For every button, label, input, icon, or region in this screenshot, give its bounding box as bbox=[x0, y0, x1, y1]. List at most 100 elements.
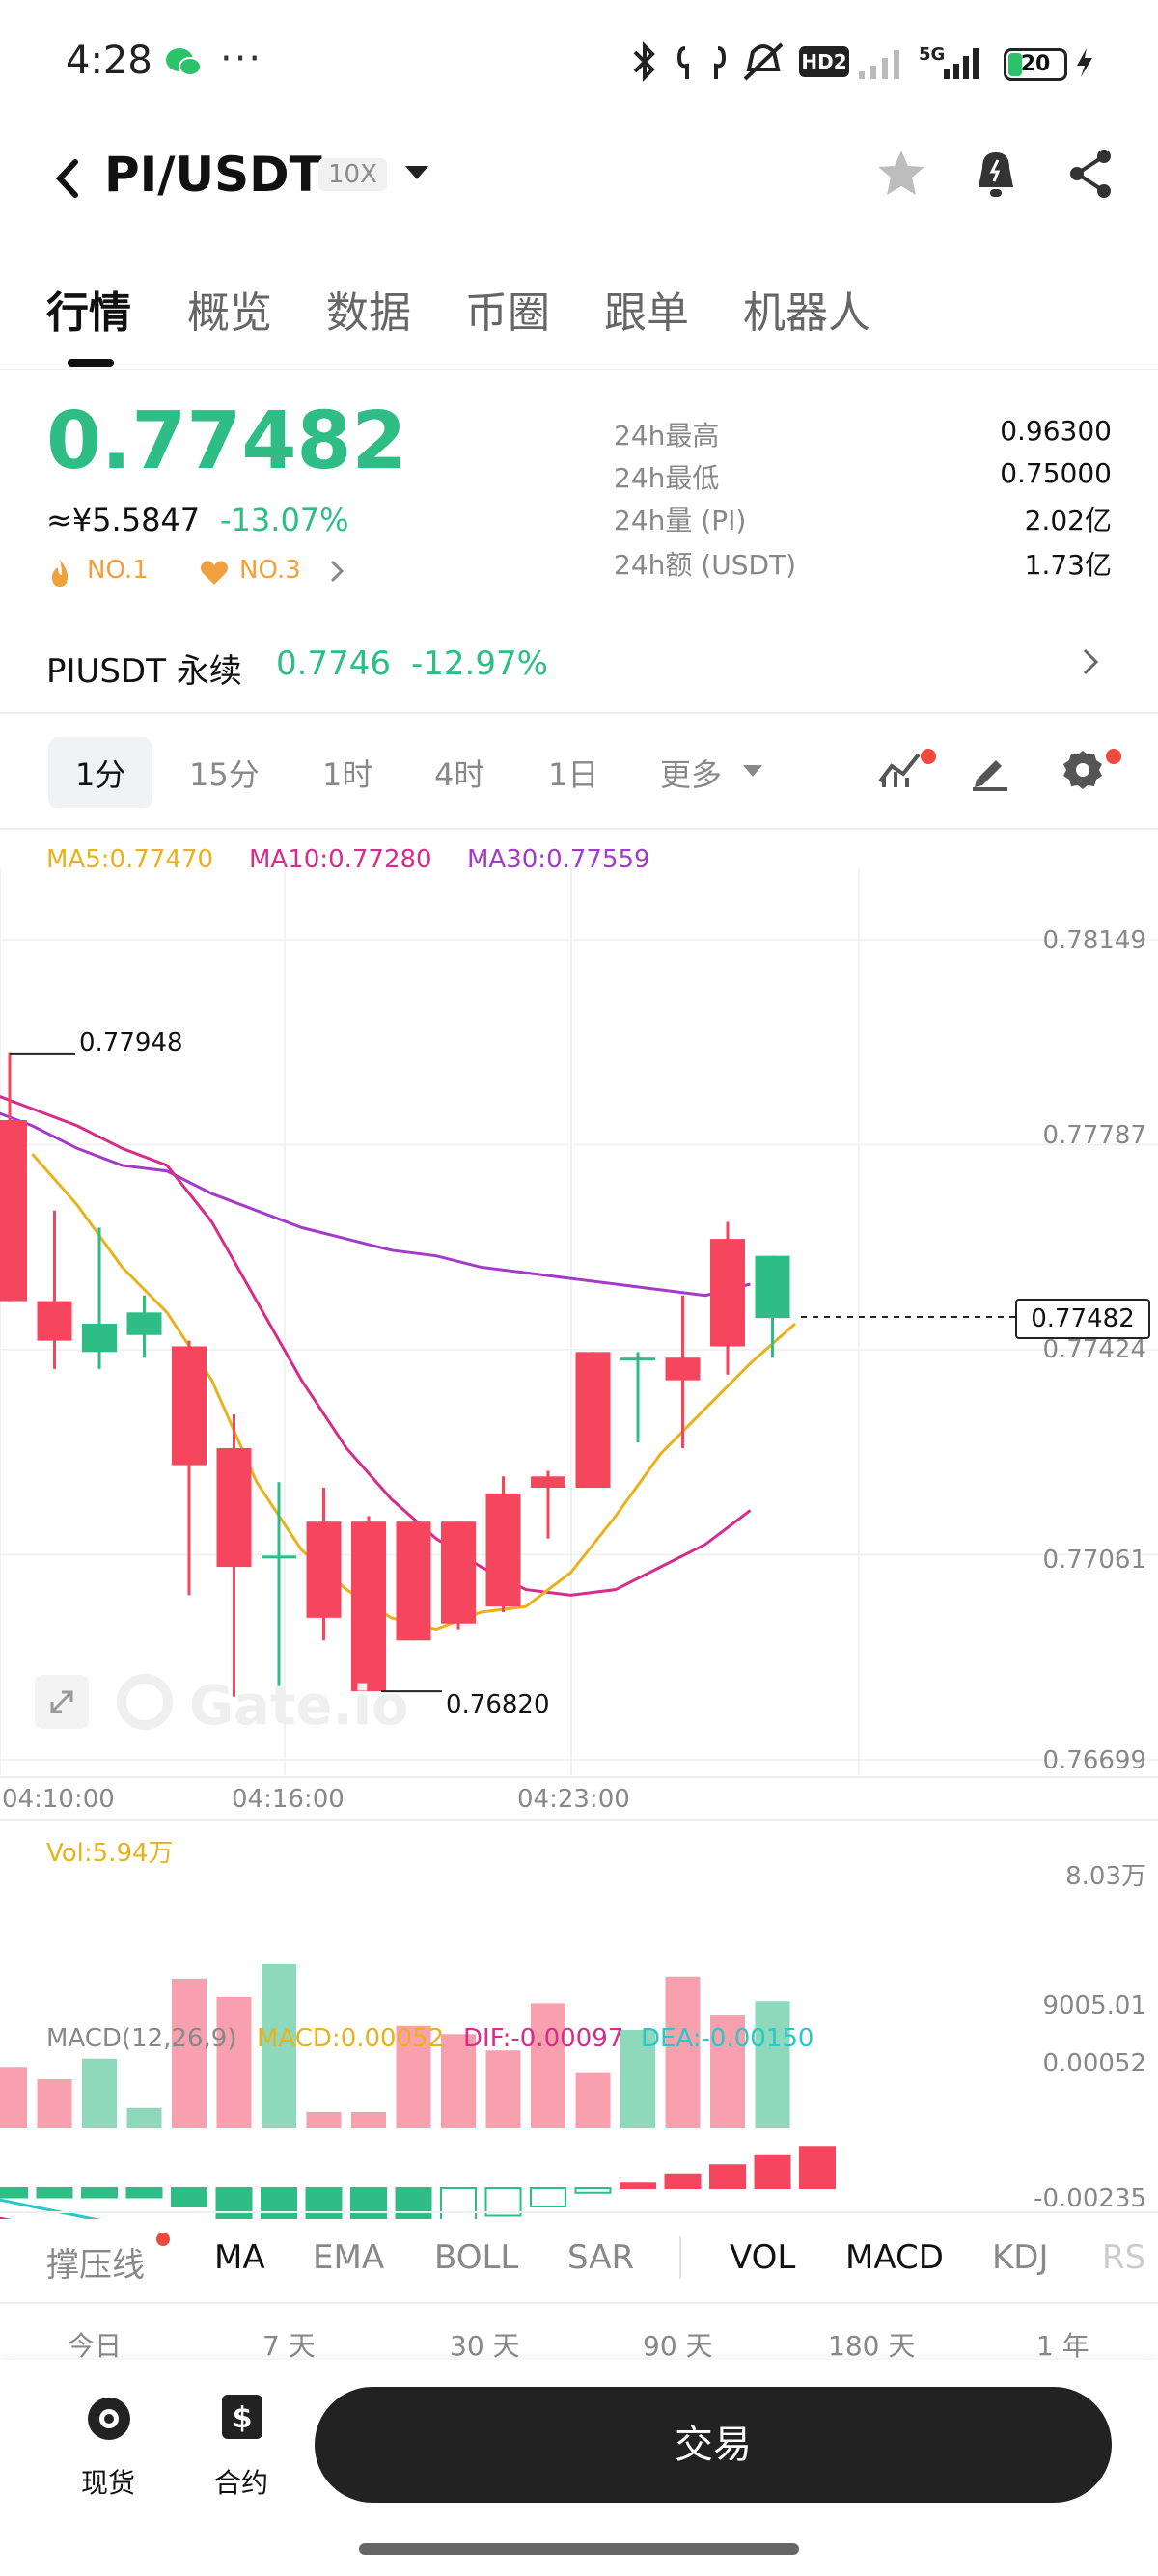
back-button[interactable] bbox=[48, 154, 87, 215]
spot-label[interactable]: 现货 bbox=[81, 2467, 136, 2499]
svg-text:$: $ bbox=[233, 2401, 253, 2435]
volume-bar bbox=[216, 1997, 252, 2128]
active-tab-indicator bbox=[68, 359, 114, 367]
macd-histogram-bar bbox=[664, 2173, 702, 2189]
candle-body bbox=[351, 1521, 386, 1692]
macd-histogram-bar bbox=[125, 2187, 163, 2199]
contract-icon[interactable]: $ bbox=[218, 2391, 266, 2447]
macd-histogram-bar bbox=[171, 2187, 207, 2207]
status-bar: 4:28 ··· HD2 5G 20 bbox=[0, 0, 1158, 125]
range-180d[interactable]: 180 天 bbox=[828, 2330, 916, 2362]
macd-histogram-bar bbox=[440, 2187, 477, 2219]
indicator-kdj[interactable]: KDJ bbox=[992, 2238, 1049, 2277]
contract-label[interactable]: 合约 bbox=[214, 2467, 269, 2499]
candle-body bbox=[396, 1521, 431, 1641]
chevron-down-icon[interactable] bbox=[743, 765, 762, 777]
tab-overview[interactable]: 概览 bbox=[187, 288, 272, 338]
macd-histogram-bar bbox=[0, 2187, 28, 2199]
rank-badge-1[interactable]: NO.1 bbox=[87, 556, 149, 585]
time-tick: 04:10:00 bbox=[2, 1785, 115, 1814]
stat-value: 2.02亿 bbox=[1024, 505, 1112, 536]
tab-data[interactable]: 数据 bbox=[326, 288, 411, 338]
timeframe-15m[interactable]: 15分 bbox=[189, 756, 260, 793]
candle-body bbox=[485, 1493, 521, 1607]
volume-bar bbox=[262, 1964, 296, 2128]
pair-title[interactable]: PI/USDT bbox=[104, 147, 322, 203]
indicator-macd[interactable]: MACD bbox=[845, 2238, 944, 2277]
chevron-right-icon[interactable] bbox=[328, 558, 345, 589]
indicator-vol[interactable]: VOL bbox=[730, 2238, 796, 2277]
mute-icon bbox=[739, 41, 787, 87]
chevron-down-icon[interactable] bbox=[405, 166, 428, 179]
indicator-sar[interactable]: SAR bbox=[567, 2238, 635, 2277]
status-time: 4:28 bbox=[66, 39, 152, 83]
stat-label: 24h量 (PI) bbox=[614, 505, 747, 536]
indicator-ema[interactable]: EMA bbox=[313, 2238, 385, 2277]
macd-axis-tick: -0.00235 bbox=[1034, 2184, 1146, 2213]
range-7d[interactable]: 7 天 bbox=[262, 2330, 316, 2362]
tab-market[interactable]: 行情 bbox=[46, 288, 131, 338]
ma5-legend: MA5:0.77470 bbox=[46, 845, 214, 874]
price-cny: ≈¥5.5847 bbox=[46, 502, 201, 538]
range-today[interactable]: 今日 bbox=[68, 2330, 123, 2362]
heart-rank-icon bbox=[199, 558, 230, 590]
home-indicator bbox=[359, 2543, 799, 2555]
notification-dot bbox=[156, 2233, 170, 2246]
fullscreen-expand-icon[interactable] bbox=[35, 1675, 89, 1729]
tab-copy-trading[interactable]: 跟单 bbox=[604, 288, 689, 338]
indicator-chart-icon[interactable] bbox=[876, 747, 924, 793]
leverage-badge[interactable]: 10X bbox=[318, 158, 387, 191]
divider bbox=[679, 2236, 681, 2279]
last-price: 0.77482 bbox=[46, 396, 407, 487]
spot-icon[interactable] bbox=[85, 2395, 133, 2447]
price-alert-bell-icon[interactable] bbox=[969, 145, 1023, 206]
macd-histogram-bar bbox=[799, 2146, 836, 2189]
draw-pencil-icon[interactable] bbox=[969, 749, 1011, 795]
timeframe-4h[interactable]: 4时 bbox=[434, 756, 485, 793]
indicator-support-resistance[interactable]: 撑压线 bbox=[46, 2246, 145, 2285]
macd-axis-tick: 0.00052 bbox=[1042, 2049, 1146, 2078]
volume-bar bbox=[575, 2072, 611, 2128]
timeframe-1m[interactable]: 1分 bbox=[48, 737, 153, 808]
timeframe-more[interactable]: 更多 bbox=[660, 756, 723, 793]
rank-badge-2[interactable]: NO.3 bbox=[239, 556, 301, 585]
volume-legend: Vol:5.94万 bbox=[46, 1839, 174, 1868]
volume-bar bbox=[306, 2112, 342, 2128]
candle-body bbox=[126, 1312, 162, 1335]
volume-bar bbox=[172, 1978, 207, 2128]
volume-bar bbox=[755, 2001, 790, 2128]
share-icon[interactable] bbox=[1063, 147, 1117, 205]
divider bbox=[0, 369, 1158, 370]
range-1y[interactable]: 1 年 bbox=[1036, 2330, 1089, 2362]
volume-axis-tick: 9005.01 bbox=[1042, 1991, 1146, 2020]
high-price-label: 0.77948 bbox=[79, 1028, 183, 1057]
chevron-right-icon[interactable] bbox=[1079, 643, 1102, 691]
svg-text:5G: 5G bbox=[919, 44, 945, 65]
tab-bots[interactable]: 机器人 bbox=[743, 288, 870, 338]
trade-button[interactable]: 交易 bbox=[315, 2387, 1112, 2503]
favorite-star-icon[interactable] bbox=[874, 147, 928, 205]
indicator-ma[interactable]: MA bbox=[214, 2238, 265, 2277]
timeframe-1h[interactable]: 1时 bbox=[322, 756, 373, 793]
indicator-boll[interactable]: BOLL bbox=[434, 2238, 519, 2277]
volume-bar bbox=[620, 2030, 655, 2128]
settings-gear-icon[interactable] bbox=[1062, 749, 1104, 795]
perpetual-change: -12.97% bbox=[411, 644, 548, 683]
wechat-icon bbox=[164, 46, 203, 79]
price-axis-tick: 0.77787 bbox=[1042, 1121, 1146, 1150]
hd-icon: HD2 bbox=[799, 46, 849, 77]
perpetual-name[interactable]: PIUSDT 永续 bbox=[46, 652, 242, 691]
macd-label: MACD(12,26,9) bbox=[46, 2024, 237, 2053]
volume-bar bbox=[396, 2025, 431, 2128]
tab-community[interactable]: 币圈 bbox=[465, 288, 550, 338]
price-axis-tick: 0.77424 bbox=[1042, 1335, 1146, 1364]
price-axis-tick: 0.76699 bbox=[1042, 1746, 1146, 1775]
watermark-logo bbox=[117, 1674, 173, 1730]
timeframe-1d[interactable]: 1日 bbox=[548, 756, 599, 793]
range-90d[interactable]: 90 天 bbox=[643, 2330, 713, 2362]
kline-chart[interactable] bbox=[0, 868, 1158, 2219]
macd-histogram-bar bbox=[709, 2164, 746, 2189]
range-30d[interactable]: 30 天 bbox=[450, 2330, 520, 2362]
dif-value: DIF:-0.00097 bbox=[463, 2024, 624, 2053]
indicator-rsi[interactable]: RS bbox=[1102, 2238, 1146, 2277]
